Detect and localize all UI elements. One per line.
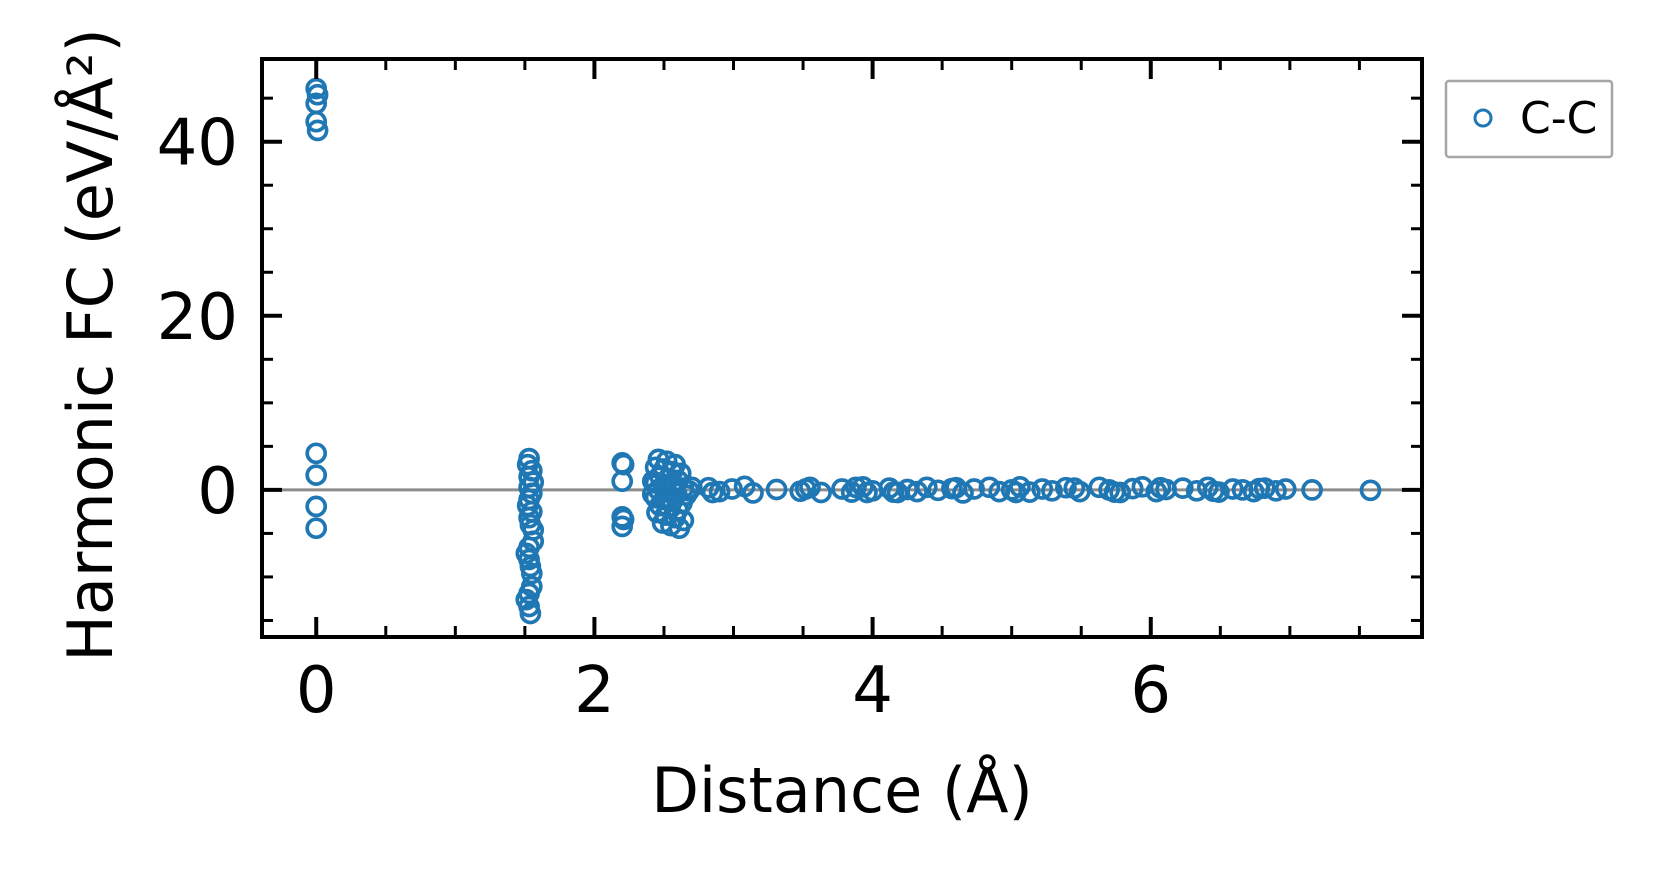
plot-border (260, 57, 1424, 639)
data-point (831, 478, 853, 500)
data-point (1359, 479, 1382, 502)
x-tick-label: 0 (296, 654, 337, 728)
data-point (520, 562, 543, 585)
y-tick-label: 20 (157, 281, 238, 355)
data-point (721, 478, 743, 500)
data-point (1221, 478, 1244, 500)
data-point (1031, 478, 1054, 500)
data-point (678, 479, 700, 502)
data-point (697, 476, 720, 499)
data-point (1068, 480, 1091, 503)
data-point (1018, 481, 1041, 503)
data-point (742, 482, 764, 504)
data-point (1253, 477, 1276, 499)
x-tick-label: 2 (574, 654, 615, 728)
data-point (952, 482, 974, 504)
y-axis-title: Harmonic FC (eV/Å²) (54, 28, 127, 661)
data-point (641, 483, 664, 506)
data-point (915, 476, 938, 499)
data-point (305, 110, 328, 133)
data-point (305, 495, 328, 518)
data-point (668, 517, 691, 540)
x-tick-label: 6 (1130, 654, 1171, 728)
data-point (1171, 477, 1194, 499)
y-tick-label: 0 (197, 455, 238, 529)
tick-labels-layer: 0 2 4 6 0 20 40 (157, 107, 1172, 728)
data-point (810, 481, 832, 504)
data-point (306, 83, 329, 106)
data-point (1265, 479, 1287, 502)
y-tick-label: 40 (157, 107, 238, 181)
data-point (1041, 479, 1063, 502)
data-point (840, 481, 863, 503)
data-point (1055, 476, 1077, 499)
data-point (1301, 479, 1323, 501)
data-point (305, 442, 328, 465)
data-point (641, 470, 664, 493)
data-point (305, 517, 328, 540)
legend-box (1444, 79, 1614, 159)
legend-label: C-C (1520, 93, 1597, 144)
data-point (765, 478, 788, 501)
x-axis-title: Distance (Å) (651, 754, 1033, 827)
x-tick-label: 4 (852, 654, 893, 728)
data-point (978, 476, 1001, 499)
axes-layer (260, 57, 1424, 639)
data-point (305, 464, 328, 486)
data-point (1274, 478, 1297, 500)
data-point (708, 480, 731, 503)
data-point (963, 478, 985, 500)
data-point (1208, 481, 1230, 503)
data-point (306, 119, 329, 142)
data-point (799, 476, 821, 499)
legend: C-C (1444, 79, 1614, 159)
data-point (1121, 477, 1144, 500)
data-points-layer (305, 77, 1382, 625)
legend-marker-open-circle-icon (1473, 108, 1493, 128)
data-point (1145, 480, 1168, 503)
data-point (1109, 481, 1132, 504)
data-point (519, 602, 542, 625)
data-point (611, 515, 634, 538)
data-point (611, 470, 634, 493)
